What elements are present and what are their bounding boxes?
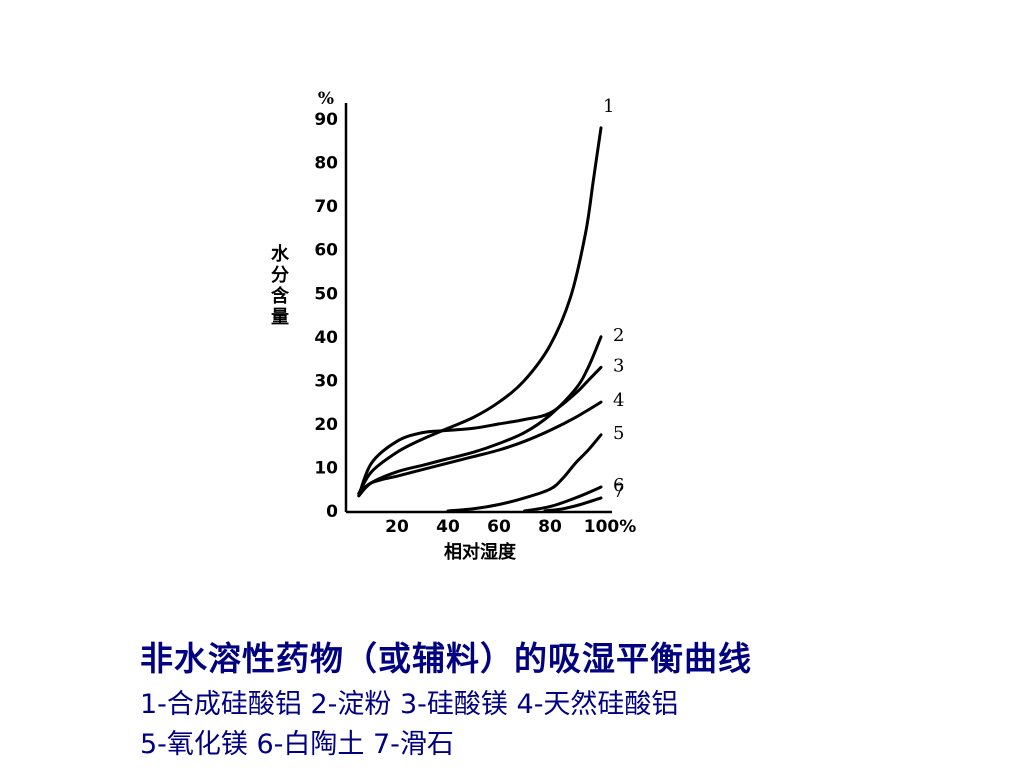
- x-tick-labels: 20 40 60 80 100%: [385, 517, 636, 537]
- series-line-6: [523, 485, 603, 513]
- series-label-6: 6: [613, 475, 624, 496]
- series-label-7: 7: [613, 481, 624, 502]
- series-line-7: [543, 496, 603, 513]
- y-tick-label: 50: [314, 284, 338, 304]
- x-tick-label: 80: [538, 517, 562, 537]
- series-line-4: [357, 400, 603, 496]
- caption-legend-line-2: 5-氧化镁 6-白陶土 7-滑石: [140, 729, 454, 760]
- moisture-sorption-chart: % 0 10 20 30 40 50 60 70 80 90 20 40 60 80 100% 1 2 3 4 5…: [314, 89, 636, 563]
- x-tick-label: 20: [385, 517, 409, 537]
- series-line-1: [357, 126, 603, 496]
- series-line-2: [357, 335, 603, 498]
- y-tick-labels: 0 10 20 30 40 50 60 70 80 90: [314, 110, 338, 522]
- y-tick-label: 40: [314, 328, 338, 348]
- y-tick-label: 10: [314, 458, 338, 478]
- series-label-3: 3: [613, 355, 624, 376]
- series-label-5: 5: [613, 423, 624, 444]
- x-tick-label: 100%: [584, 517, 637, 537]
- y-tick-label: 30: [314, 371, 338, 391]
- x-axis-title: 相对湿度: [444, 541, 517, 563]
- series-line-3: [357, 365, 603, 498]
- y-tick-label: 80: [314, 154, 338, 174]
- y-tick-label: 60: [314, 241, 338, 261]
- series-label-2: 2: [613, 325, 624, 346]
- series-curves: [357, 126, 603, 513]
- y-tick-label: 0: [326, 502, 338, 522]
- y-tick-label: 90: [314, 110, 338, 130]
- caption-title: 非水溶性药物（或辅料）的吸湿平衡曲线: [140, 639, 752, 678]
- y-axis-title: 水分含量: [271, 244, 289, 328]
- series-label-1: 1: [603, 96, 614, 117]
- caption-legend-line-1: 1-合成硅酸铝 2-淀粉 3-硅酸镁 4-天然硅酸铝: [140, 689, 679, 720]
- x-tick-label: 60: [487, 517, 511, 537]
- series-label-4: 4: [613, 390, 624, 411]
- series-labels: 1 2 3 4 5 67: [603, 96, 624, 502]
- y-tick-label: 20: [314, 415, 338, 435]
- series-line-5: [446, 433, 603, 513]
- y-tick-label: 70: [314, 197, 338, 217]
- x-tick-label: 40: [436, 517, 460, 537]
- y-unit-label: %: [318, 89, 334, 109]
